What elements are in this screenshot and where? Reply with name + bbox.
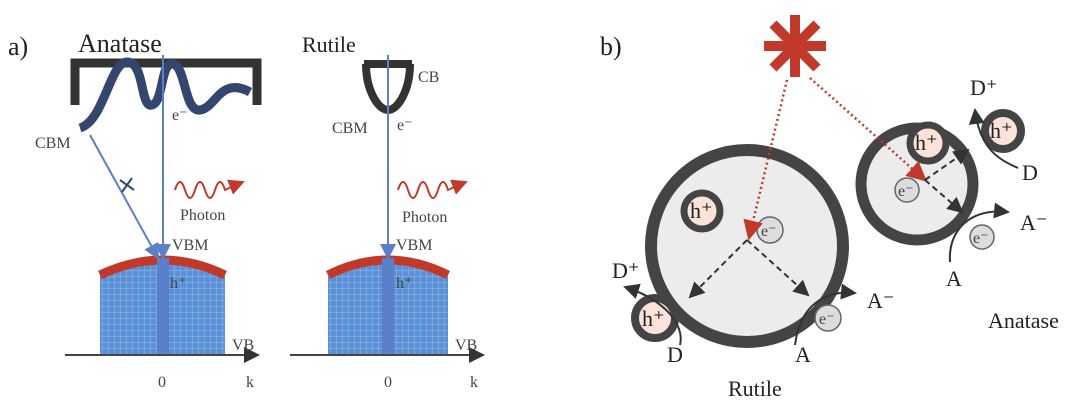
- electron-label: e⁻: [898, 183, 914, 200]
- electron-label: e⁻: [172, 107, 188, 124]
- hole-label: h⁺: [642, 306, 665, 331]
- light-source: [764, 15, 826, 77]
- electron-label: e⁻: [973, 230, 989, 247]
- origin-label: 0: [158, 374, 166, 391]
- diagram-title: Rutile: [302, 32, 356, 57]
- axis-label: k: [470, 374, 478, 391]
- hole-bar: [382, 258, 394, 355]
- cbm-label: CBM: [35, 135, 71, 152]
- acceptor-label: A: [795, 342, 811, 367]
- acceptor-label: A: [946, 266, 962, 291]
- cbm-label: CBM: [332, 120, 368, 137]
- anatase-band: [65, 55, 258, 355]
- axis-label: k: [246, 374, 254, 391]
- vbm-label: VBM: [172, 237, 208, 254]
- vbm-label: VBM: [396, 237, 432, 254]
- electron-label: e⁻: [397, 117, 413, 134]
- hole-label: h⁺: [170, 275, 186, 292]
- hole-bar: [157, 258, 169, 355]
- hole-label: h⁺: [990, 118, 1013, 143]
- photon-label: Photon: [180, 207, 225, 224]
- photon-wave: [398, 182, 466, 198]
- electron-label: e⁻: [761, 223, 777, 240]
- particle-name: Rutile: [728, 376, 782, 401]
- donor-label: D: [1022, 160, 1038, 185]
- panel-label: a): [8, 32, 28, 61]
- acceptor-reduced-label: A⁻: [867, 288, 895, 313]
- donor-oxidized-label: D⁺: [970, 75, 998, 100]
- particle-name: Anatase: [988, 308, 1059, 333]
- photon-label: Photon: [402, 209, 447, 226]
- photon-wave: [175, 182, 243, 198]
- acceptor-reduced-label: A⁻: [1020, 210, 1048, 235]
- rutile-band: [290, 55, 483, 355]
- hole-label: h⁺: [396, 275, 412, 292]
- conduction-band: [80, 62, 250, 128]
- hole-label: h⁺: [690, 198, 713, 223]
- vb-label: VB: [455, 337, 477, 354]
- forbidden-mark: [120, 178, 134, 192]
- donor-label: D: [667, 342, 683, 367]
- hole-label: h⁺: [915, 130, 938, 155]
- electron-label: e⁻: [819, 311, 835, 328]
- origin-label: 0: [384, 374, 392, 391]
- diagram-title: Anatase: [78, 29, 162, 58]
- figure: a) Anatase CBM e⁻ Photon VBM h⁺ VB 0 k R…: [0, 0, 1071, 405]
- cb-label: CB: [418, 69, 439, 86]
- panel-label: b): [600, 32, 622, 61]
- donor-oxidized-label: D⁺: [612, 258, 640, 283]
- indirect-transition: [90, 135, 158, 258]
- vb-label: VB: [232, 337, 254, 354]
